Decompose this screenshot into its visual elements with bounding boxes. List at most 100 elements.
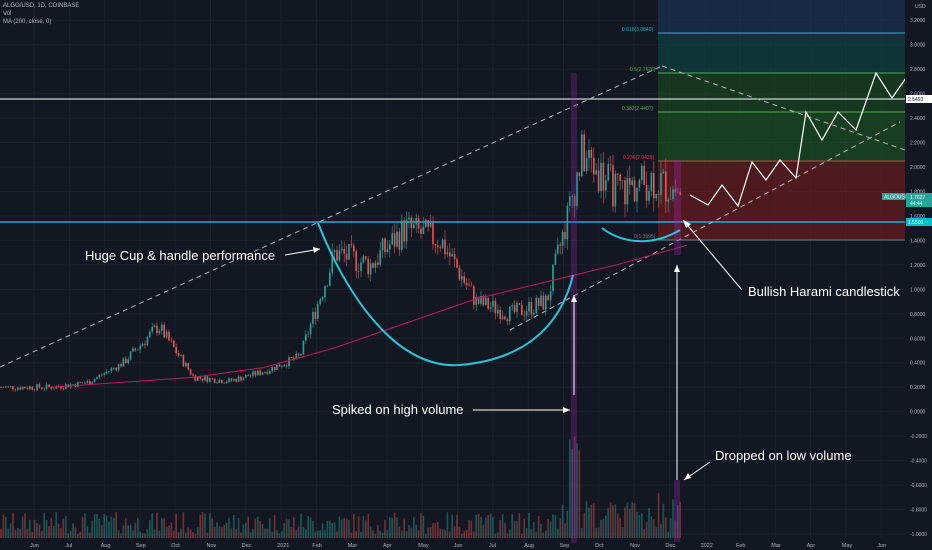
candle-body — [585, 158, 588, 172]
volume-bar — [499, 520, 501, 538]
volume-bar — [201, 512, 204, 538]
volume-bar — [528, 512, 530, 538]
volume-bar — [223, 524, 225, 538]
candle-body — [161, 324, 163, 331]
candle-body — [278, 364, 281, 367]
candle-body — [329, 272, 331, 286]
annotation-arrows — [284, 219, 743, 481]
volume-bar — [492, 517, 494, 538]
volume-bar — [638, 514, 641, 538]
volume-bar — [410, 527, 413, 538]
volume-bar — [564, 523, 566, 538]
volume-bar — [665, 517, 667, 538]
candle-body — [177, 353, 180, 356]
candle-body — [429, 222, 432, 227]
volume-bar — [5, 516, 7, 538]
volume-bar — [432, 523, 434, 538]
candle-body — [182, 355, 185, 367]
volume-bar — [324, 530, 326, 538]
candle-body — [501, 316, 504, 319]
candle-body — [175, 346, 177, 354]
candle-body — [489, 306, 492, 309]
candle-body — [475, 296, 477, 305]
candle-body — [413, 224, 415, 229]
volume-bar — [122, 525, 125, 538]
volume-bar — [602, 519, 605, 538]
candle-body — [456, 259, 458, 268]
y-tick-label: 1.0000 — [910, 287, 926, 293]
candle-body — [583, 134, 585, 172]
x-tick-label: Oct — [595, 543, 604, 549]
volume-bar — [549, 521, 552, 538]
candle-body — [125, 358, 127, 364]
candle-body — [449, 252, 451, 257]
candle-body — [468, 285, 470, 286]
candle-body — [269, 371, 271, 374]
x-tick-label: Aug — [101, 543, 111, 549]
volume-bar — [516, 521, 518, 538]
channel-upper-extension — [661, 65, 906, 151]
volume-bar — [542, 532, 545, 538]
volume-bar — [163, 518, 165, 538]
candle-body — [355, 251, 357, 271]
candle-body — [672, 189, 674, 200]
candle-body — [350, 244, 353, 246]
volume-bar — [600, 520, 602, 538]
candle-body — [333, 250, 336, 252]
volume-bar — [290, 526, 293, 538]
candle-body — [590, 149, 593, 158]
candle-body — [384, 238, 386, 253]
volume-bar — [449, 531, 451, 538]
candle-body — [662, 171, 665, 174]
volume-bar — [134, 522, 137, 538]
y-tick-label: 0.6000 — [910, 336, 926, 342]
candle-body — [463, 276, 465, 283]
x-tick-label: Jul — [65, 543, 72, 549]
candle-body — [645, 185, 648, 201]
volume-bar — [581, 528, 583, 538]
white-level-badge — [906, 95, 932, 103]
volume-bar — [264, 528, 266, 538]
candle-body — [297, 353, 300, 356]
volume-bar — [648, 507, 650, 538]
candle-body — [427, 220, 429, 227]
cup-arrow-head — [313, 247, 320, 253]
candle-body — [487, 297, 489, 309]
candle-body — [422, 226, 425, 234]
y-tick-label: 1.6000 — [910, 214, 926, 220]
candle-body — [597, 170, 600, 192]
candle-body — [499, 309, 501, 319]
volume-bar — [21, 516, 24, 538]
time-axis[interactable]: Jun Jul Aug Sep Oct Nov Dec 2021 Feb Mar Apr May Jun… — [30, 543, 886, 549]
price-axis[interactable]: USD 3.2000 3.0000 2.8000 2.6000 2.4000 2.2000… — [905, 0, 932, 550]
candle-body — [228, 378, 230, 383]
volume-bar — [381, 532, 384, 538]
volume-bar — [585, 501, 588, 538]
trend-channel — [0, 65, 906, 368]
candle-body — [120, 363, 122, 367]
candle-body — [230, 378, 233, 381]
y-tick-label: -1.0000 — [910, 532, 927, 538]
volume-bar — [300, 513, 302, 538]
volume-bar — [533, 521, 535, 538]
volume-bar — [547, 519, 549, 538]
volume-bar — [36, 523, 38, 538]
volume-bar — [415, 524, 417, 538]
x-tick-label: 2022 — [701, 543, 713, 549]
volume-bar — [379, 530, 381, 538]
x-tick-label: Feb — [736, 543, 745, 549]
volume-bar — [607, 508, 609, 538]
candle-body — [319, 299, 321, 305]
candle-body — [79, 381, 81, 383]
candle-body — [485, 297, 487, 305]
price-badges: 2.5493 ALGOUSD 1.7627 44:44 1.5500 — [882, 95, 932, 226]
volume-bar — [65, 515, 67, 538]
volume-bar — [199, 514, 201, 538]
candle-body — [631, 180, 633, 186]
candle-body — [552, 264, 554, 292]
candle-body — [458, 267, 461, 280]
volume-bar — [19, 528, 21, 538]
volume-bar — [341, 519, 343, 538]
fib-zone-green-upper — [658, 73, 908, 112]
